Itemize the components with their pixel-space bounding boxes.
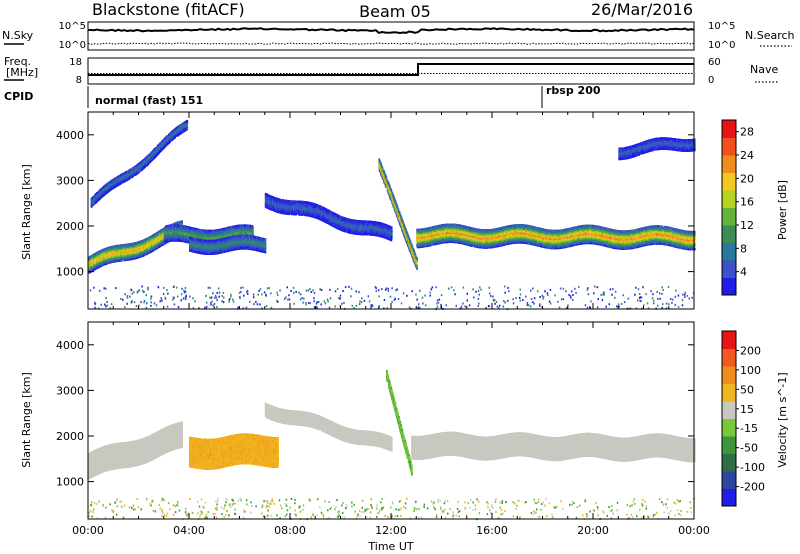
noise-panel: N.Sky 10^5 10^0 10^5 10^0 N.Search bbox=[2, 21, 795, 51]
power-cell bbox=[139, 252, 141, 255]
power-scatter-data bbox=[88, 119, 696, 311]
power-cell bbox=[112, 252, 115, 255]
cpid-panel: CPID normal (fast) 151 rbsp 200 bbox=[4, 84, 601, 108]
noise-right-tick-top: 10^5 bbox=[708, 21, 735, 32]
freq-unit-label: [MHz] bbox=[6, 66, 38, 79]
noise-sky-label: N.Sky bbox=[2, 29, 34, 42]
station-title: Blackstone (fitACF) bbox=[92, 0, 245, 19]
power-cell bbox=[181, 220, 183, 223]
power-cell bbox=[94, 252, 97, 256]
power-cell bbox=[98, 262, 101, 265]
noise-sky-line bbox=[88, 27, 695, 35]
power-cell bbox=[159, 244, 162, 248]
power-cell bbox=[94, 267, 97, 270]
power-cell bbox=[102, 263, 104, 267]
power-cell bbox=[186, 119, 189, 123]
power-cell bbox=[133, 253, 135, 257]
power-cell bbox=[98, 263, 101, 266]
cpid-label: CPID bbox=[4, 90, 33, 103]
power-cell bbox=[140, 255, 142, 258]
noise-right-tick-bottom: 10^0 bbox=[708, 40, 735, 51]
frequency-panel: Freq. [MHz] 18 8 60 0 Nave bbox=[4, 55, 778, 86]
frequency-line bbox=[88, 63, 694, 76]
beam-title: Beam 05 bbox=[359, 2, 431, 21]
cpid-mode-1: rbsp 200 bbox=[546, 84, 601, 97]
power-cell bbox=[146, 248, 149, 252]
freq-right-tick-top: 60 bbox=[708, 57, 721, 68]
power-cell bbox=[153, 238, 156, 241]
power-cell bbox=[109, 252, 111, 255]
noise-search-label: N.Search bbox=[745, 29, 795, 42]
nave-label: Nave bbox=[750, 63, 778, 76]
noise-search-line bbox=[87, 42, 695, 45]
freq-label: Freq. bbox=[4, 55, 31, 68]
freq-left-tick-bottom: 8 bbox=[76, 75, 82, 86]
power-cell bbox=[95, 256, 98, 260]
power-cell bbox=[186, 125, 189, 128]
power-cell bbox=[154, 238, 157, 241]
power-cell bbox=[117, 247, 119, 250]
date-title: 26/Mar/2016 bbox=[591, 0, 693, 19]
cpid-mode-0: normal (fast) 151 bbox=[95, 94, 203, 107]
power-cell bbox=[165, 241, 167, 244]
power-cell bbox=[133, 256, 135, 259]
freq-left-tick-top: 18 bbox=[69, 57, 82, 68]
power-cell bbox=[106, 250, 109, 253]
noise-left-tick-bottom: 10^0 bbox=[59, 40, 86, 51]
noise-left-tick-top: 10^5 bbox=[59, 21, 86, 32]
power-cell bbox=[116, 259, 119, 263]
power-cell bbox=[143, 253, 146, 257]
power-cell bbox=[94, 265, 96, 268]
power-cell bbox=[151, 249, 154, 252]
freq-right-tick-bottom: 0 bbox=[708, 75, 714, 86]
power-cell bbox=[137, 256, 139, 259]
